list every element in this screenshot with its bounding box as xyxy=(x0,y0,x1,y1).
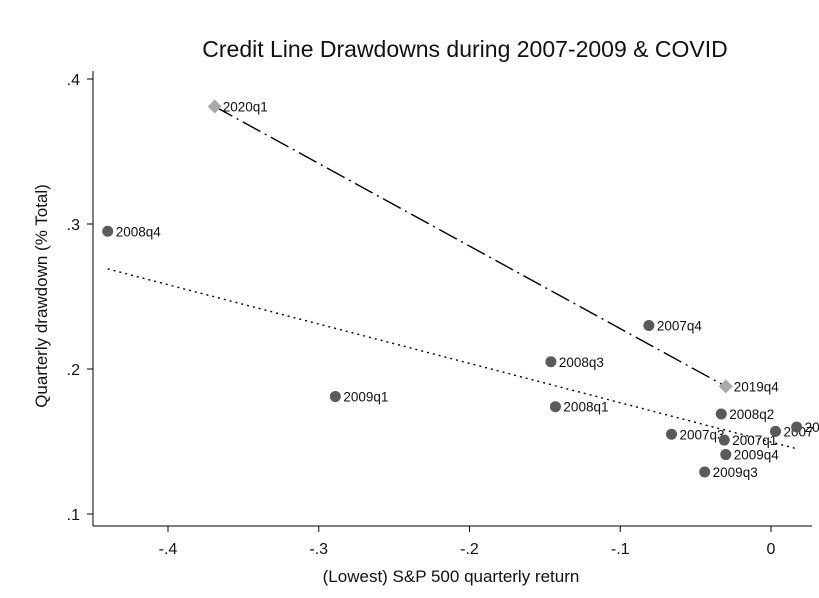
circle-marker xyxy=(545,356,557,368)
x-tick-label: 0 xyxy=(767,541,776,558)
y-tick-label: .4 xyxy=(67,72,80,89)
x-tick-label: -.4 xyxy=(159,541,178,558)
chart-title: Credit Line Drawdowns during 2007-2009 &… xyxy=(202,36,727,62)
y-axis-label: Quarterly drawdown (% Total) xyxy=(32,184,51,408)
point-label: 2007q4 xyxy=(657,319,703,334)
diamond-marker xyxy=(207,99,222,114)
fit-lines xyxy=(107,105,797,450)
circle-marker xyxy=(329,391,341,403)
dash-dot-fit-line xyxy=(214,105,727,388)
point-label: 2008q1 xyxy=(563,400,608,415)
point-label: 2009q3 xyxy=(713,465,758,480)
circle-marker xyxy=(715,408,727,420)
point-label: 2008q2 xyxy=(729,407,774,422)
point-label: 20 xyxy=(805,420,819,435)
y-tick-label: .1 xyxy=(67,507,80,524)
dotted-fit-line xyxy=(107,268,797,450)
axis-ticks: -.4 -.3 -.2 -.1 0 .1 .2 .3 .4 xyxy=(67,72,776,558)
circle-marker xyxy=(720,449,732,461)
point-label: 2009q1 xyxy=(343,390,388,405)
x-tick-label: -.3 xyxy=(309,541,328,558)
circle-marker xyxy=(718,434,730,446)
point-label: 2019q4 xyxy=(734,379,780,394)
point-label: 2008q3 xyxy=(559,355,604,370)
point-label: 2007q1 xyxy=(732,433,777,448)
point-label: 2008q4 xyxy=(116,224,162,239)
circle-marker xyxy=(791,421,803,433)
y-tick-label: .2 xyxy=(67,362,80,379)
x-tick-label: -.2 xyxy=(460,541,479,558)
point-label: 2009q4 xyxy=(734,448,780,463)
diamond-marker xyxy=(718,379,733,394)
x-tick-label: -.1 xyxy=(611,541,630,558)
point-label: 2020q1 xyxy=(223,100,268,115)
circle-marker xyxy=(699,466,711,478)
x-axis-label: (Lowest) S&P 500 quarterly return xyxy=(323,567,580,586)
point-label: 2007q3 xyxy=(680,427,725,442)
data-points: 2008q4 2009q1 2008q3 2008q1 2007q4 2007q3 2008… xyxy=(102,99,819,480)
circle-marker xyxy=(666,428,678,440)
circle-marker xyxy=(549,401,561,413)
circle-marker xyxy=(770,425,782,437)
circle-marker xyxy=(643,320,655,331)
y-tick-label: .3 xyxy=(67,217,80,234)
circle-marker xyxy=(102,225,114,237)
